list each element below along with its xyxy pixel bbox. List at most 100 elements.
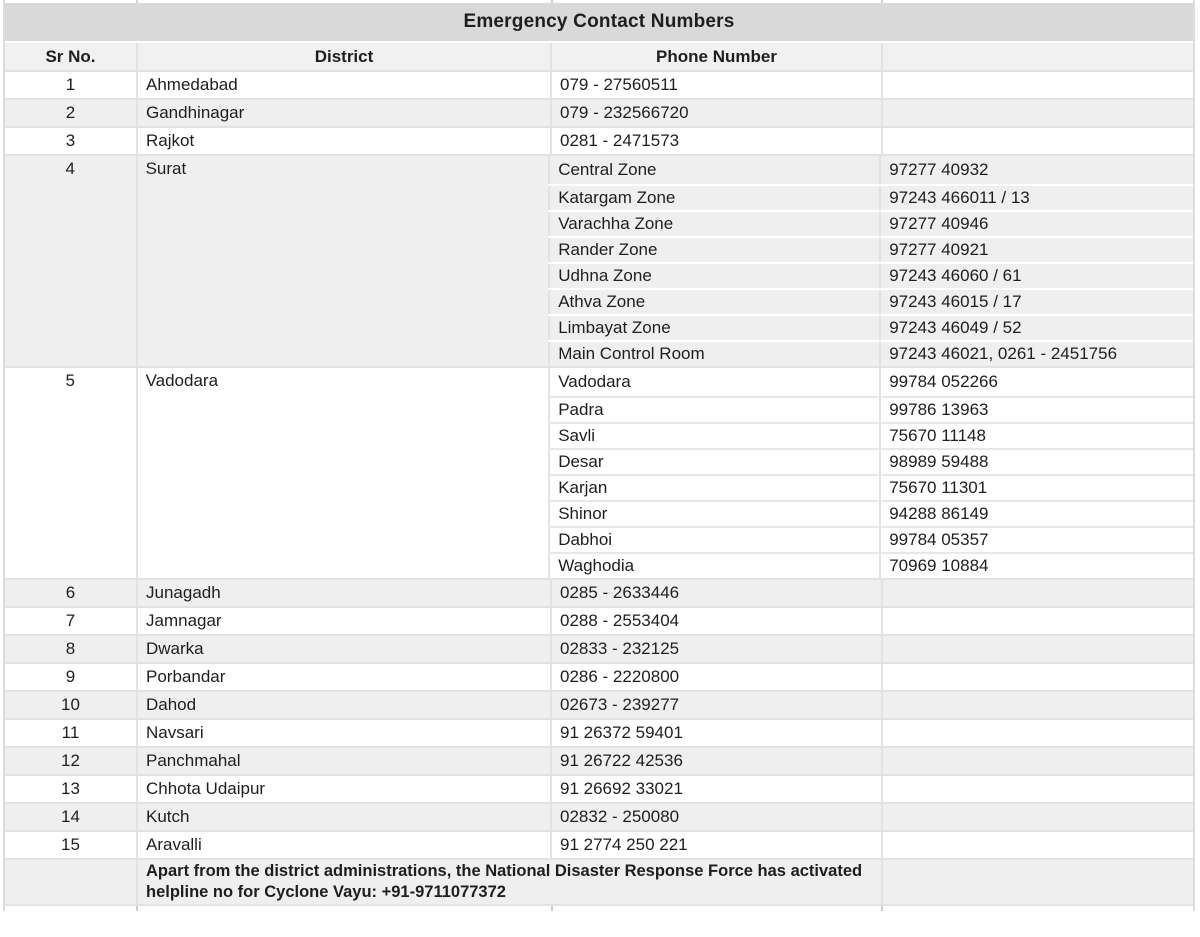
zone-name: Athva Zone [548, 290, 879, 314]
table-row: 11 Navsari 91 26372 59401 [5, 718, 1193, 746]
zone-phone: 97277 40932 [879, 156, 1193, 184]
row-phone: 02673 - 239277 [550, 692, 881, 718]
table-row: 13 Chhota Udaipur 91 26692 33021 [5, 774, 1193, 802]
row-sr: 12 [61, 751, 80, 770]
sub-row: Dabhoi 99784 05357 [548, 526, 1194, 552]
row-sr: 14 [61, 807, 80, 826]
row-district: Navsari [136, 720, 550, 746]
area-phone: 70969 10884 [879, 554, 1193, 578]
zone-phone: 97243 46021, 0261 - 2451756 [879, 342, 1193, 366]
sub-row: Rander Zone 97277 40921 [548, 236, 1194, 262]
table-row: 1 Ahmedabad 079 - 27560511 [5, 70, 1193, 98]
column-divider [551, 0, 553, 3]
zone-name: Main Control Room [548, 342, 879, 366]
table-row: 7 Jamnagar 0288 - 2553404 [5, 606, 1193, 634]
row-district: Gandhinagar [136, 100, 550, 126]
zone-phone: 97243 46049 / 52 [879, 316, 1193, 340]
footer-note: Apart from the district administrations,… [136, 860, 881, 904]
table-row: 10 Dahod 02673 - 239277 [5, 690, 1193, 718]
area-name: Dabhoi [548, 528, 879, 552]
sub-row: Central Zone 97277 40932 [548, 156, 1193, 184]
table-row: 15 Aravalli 91 2774 250 221 [5, 830, 1193, 858]
row-extra [881, 748, 1193, 774]
row-extra [881, 72, 1193, 98]
vadodara-area-list: Vadodara 99784 052266 Padra 99786 13963 … [548, 368, 1194, 578]
sub-row: Varachha Zone 97277 40946 [548, 210, 1194, 236]
table-row: 12 Panchmahal 91 26722 42536 [5, 746, 1193, 774]
column-divider [136, 906, 138, 911]
row-sr: 11 [61, 723, 80, 742]
area-name: Waghodia [548, 554, 879, 578]
row-phone: 91 2774 250 221 [550, 832, 881, 858]
zone-name: Limbayat Zone [548, 316, 879, 340]
area-phone: 94288 86149 [879, 502, 1193, 526]
row-district: Ahmedabad [136, 72, 550, 98]
sub-row: Karjan 75670 11301 [548, 474, 1194, 500]
area-name: Padra [548, 398, 879, 422]
area-name: Desar [548, 450, 879, 474]
row-extra [881, 608, 1193, 634]
row-sr: 5 [65, 371, 76, 390]
top-partial-row [5, 0, 1193, 3]
row-phone: 02832 - 250080 [550, 804, 881, 830]
sub-row: Athva Zone 97243 46015 / 17 [548, 288, 1194, 314]
column-divider [881, 906, 883, 911]
table-footer-row: Apart from the district administrations,… [5, 858, 1193, 906]
row-district: Porbandar [136, 664, 550, 690]
row-district: Rajkot [136, 128, 550, 154]
zone-name: Katargam Zone [548, 186, 879, 210]
zone-name: Rander Zone [548, 238, 879, 262]
zone-phone: 97277 40946 [879, 212, 1193, 236]
area-name: Shinor [548, 502, 879, 526]
sub-row: Savli 75670 11148 [548, 422, 1194, 448]
row-sr: 3 [65, 131, 76, 150]
zone-name: Udhna Zone [548, 264, 879, 288]
sub-row: Desar 98989 59488 [548, 448, 1194, 474]
table-row: 2 Gandhinagar 079 - 232566720 [5, 98, 1193, 126]
footer-empty-cell [5, 860, 136, 904]
row-district: Panchmahal [136, 748, 550, 774]
row-extra [881, 100, 1193, 126]
row-phone: 0285 - 2633446 [550, 580, 881, 606]
row-phone: 0286 - 2220800 [550, 664, 881, 690]
row-district: Surat [135, 156, 549, 366]
row-extra [881, 664, 1193, 690]
zone-phone: 97243 46015 / 17 [879, 290, 1193, 314]
col-header-district: District [136, 43, 550, 70]
row-phone: 0288 - 2553404 [550, 608, 881, 634]
row-phone: 91 26692 33021 [550, 776, 881, 802]
table-row: 3 Rajkot 0281 - 2471573 [5, 126, 1193, 154]
row-extra [881, 832, 1193, 858]
row-phone: 079 - 232566720 [550, 100, 881, 126]
zone-name: Central Zone [548, 156, 879, 184]
column-divider [136, 0, 138, 3]
row-district: Dwarka [136, 636, 550, 662]
sub-row: Padra 99786 13963 [548, 396, 1194, 422]
row-district: Chhota Udaipur [136, 776, 550, 802]
row-sr: 8 [65, 639, 76, 658]
zone-phone: 97243 466011 / 13 [879, 186, 1193, 210]
area-name: Savli [548, 424, 879, 448]
bottom-partial-row [5, 906, 1193, 911]
row-district: Dahod [136, 692, 550, 718]
column-divider [881, 0, 883, 3]
row-extra [881, 692, 1193, 718]
area-phone: 99786 13963 [879, 398, 1193, 422]
row-phone: 91 26372 59401 [550, 720, 881, 746]
table-row: 8 Dwarka 02833 - 232125 [5, 634, 1193, 662]
table-row-vadodara-block: 5 Vadodara Vadodara 99784 052266 Padra 9… [5, 366, 1194, 578]
row-extra [881, 720, 1193, 746]
row-extra [881, 128, 1193, 154]
area-name: Karjan [548, 476, 879, 500]
sub-row: Limbayat Zone 97243 46049 / 52 [548, 314, 1194, 340]
zone-phone: 97243 46060 / 61 [879, 264, 1193, 288]
sub-row: Waghodia 70969 10884 [548, 552, 1194, 578]
col-header-phone-number: Phone Number [550, 43, 881, 70]
table-header-row: Sr No. District Phone Number [5, 41, 1193, 70]
col-header-sr-no: Sr No. [45, 46, 96, 66]
row-sr: 6 [65, 583, 76, 602]
row-sr: 1 [65, 75, 76, 94]
area-phone: 75670 11301 [879, 476, 1193, 500]
sub-row: Main Control Room 97243 46021, 0261 - 24… [548, 340, 1194, 366]
column-divider [551, 906, 553, 911]
